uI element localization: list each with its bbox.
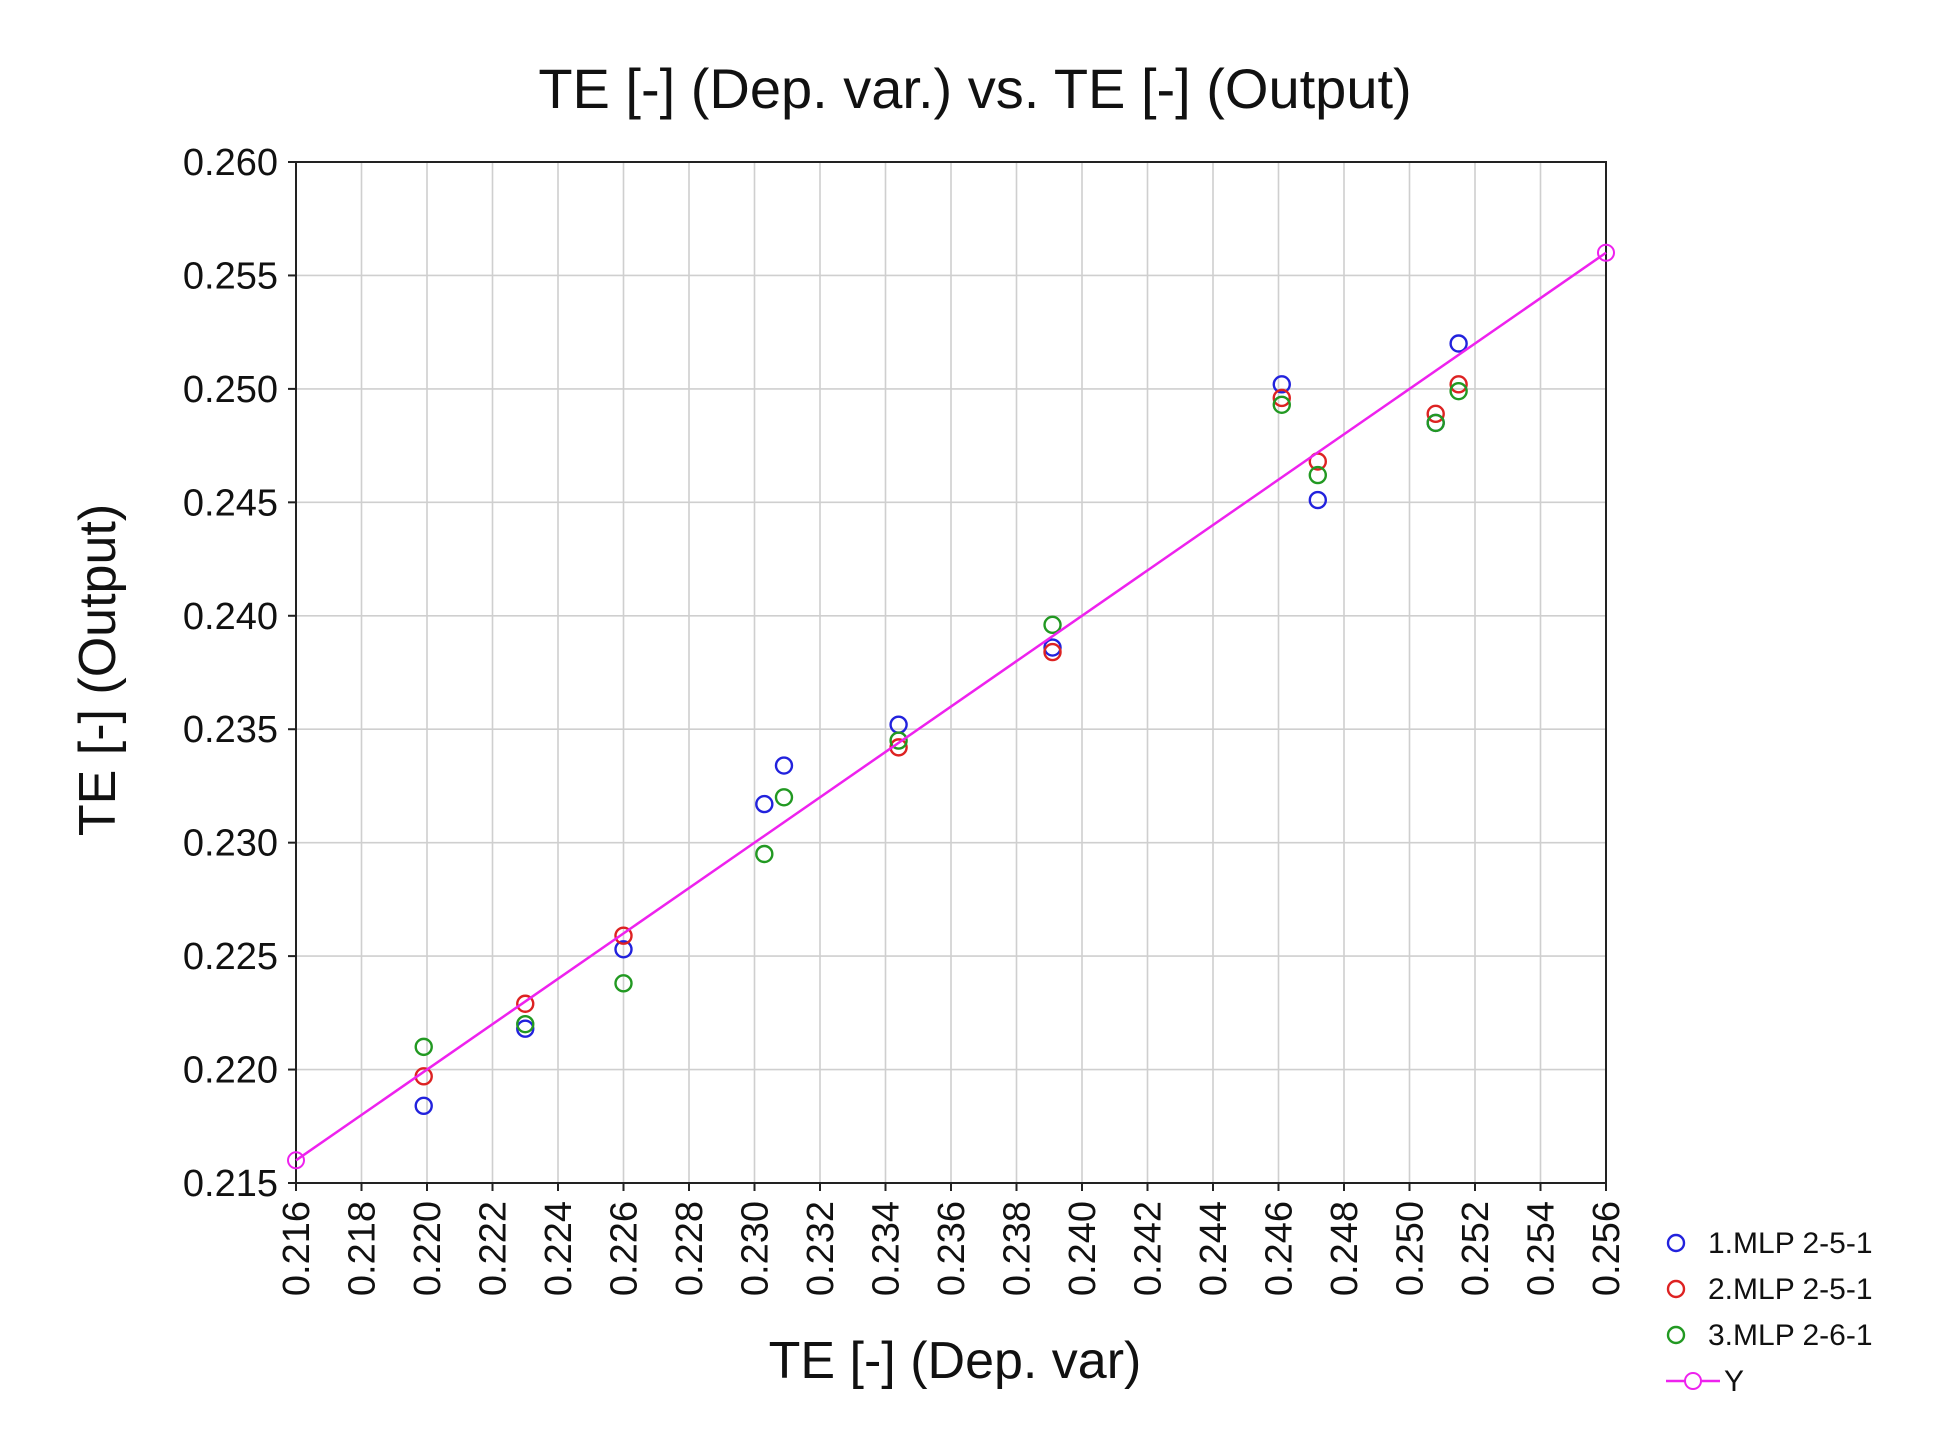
- data-point: [1043, 615, 1062, 635]
- x-tick-label: 0.222: [473, 1201, 515, 1296]
- x-tick-label: 0.248: [1324, 1201, 1366, 1296]
- fit-line: [295, 251, 1607, 1162]
- legend-swatch-marker: [1684, 1372, 1702, 1390]
- legend-item-3: 3.MLP 2-6-1: [1666, 1319, 1873, 1352]
- x-tick-label: 0.252: [1455, 1201, 1497, 1296]
- data-point: [1043, 642, 1062, 662]
- x-tick-label: 0.246: [1259, 1201, 1301, 1296]
- data-point: [414, 1037, 433, 1057]
- x-tick-label: 0.250: [1390, 1201, 1432, 1296]
- x-tick-label: 0.240: [1062, 1201, 1104, 1296]
- y-tick-label: 0.260: [183, 142, 278, 184]
- fit-line-endpoint: [1597, 243, 1615, 262]
- x-tick-label: 0.242: [1128, 1201, 1170, 1296]
- series-2: [414, 375, 1468, 1086]
- data-point: [774, 788, 794, 807]
- data-point: [1272, 388, 1291, 408]
- y-axis-title: TE [-] (Output): [69, 504, 127, 836]
- x-tick-label: 0.234: [866, 1201, 908, 1296]
- data-point: [1449, 381, 1468, 401]
- data-point: [414, 1096, 433, 1116]
- legend-label: 3.MLP 2-6-1: [1708, 1319, 1873, 1352]
- data-point: [614, 940, 633, 959]
- data-point: [889, 715, 908, 734]
- legend-swatch-marker: [1666, 1325, 1686, 1345]
- legend-swatch-marker: [1666, 1279, 1686, 1299]
- legend-item-2: 2.MLP 2-5-1: [1666, 1273, 1873, 1306]
- data-point: [1426, 404, 1445, 424]
- y-tick-label: 0.225: [183, 936, 278, 978]
- x-tick-label: 0.220: [407, 1201, 449, 1296]
- y-tick-label: 0.255: [183, 255, 278, 297]
- data-point: [1272, 395, 1291, 414]
- data-point: [614, 926, 633, 945]
- series-4: [287, 243, 1615, 1170]
- legend-item-4: Y: [1666, 1365, 1744, 1398]
- x-tick-label: 0.226: [604, 1201, 646, 1296]
- chart-title: TE [-] (Dep. var.) vs. TE [-] (Output): [538, 57, 1411, 120]
- data-point: [1449, 334, 1468, 353]
- series-3: [414, 381, 1468, 1057]
- y-tick-label: 0.250: [183, 369, 278, 411]
- data-point: [889, 731, 908, 750]
- data-point: [1308, 465, 1328, 485]
- x-tick-label: 0.230: [735, 1201, 777, 1296]
- y-tick-label: 0.230: [183, 823, 278, 865]
- legend: 1.MLP 2-5-1 2.MLP 2-5-1 3.MLP 2-6-1 Y: [1666, 1227, 1873, 1398]
- series-1: [414, 334, 1468, 1116]
- data-point: [1308, 490, 1328, 510]
- data-point: [516, 994, 535, 1013]
- data-point: [755, 844, 774, 864]
- x-tick-label: 0.218: [342, 1201, 384, 1296]
- y-tick-label: 0.215: [183, 1163, 278, 1205]
- x-tick-label: 0.232: [800, 1201, 842, 1296]
- legend-label: 2.MLP 2-5-1: [1708, 1273, 1873, 1306]
- data-series: [287, 243, 1615, 1170]
- legend-label: 1.MLP 2-5-1: [1708, 1227, 1873, 1260]
- x-tick-label: 0.244: [1193, 1201, 1235, 1296]
- data-point: [1426, 413, 1445, 433]
- x-tick-label: 0.256: [1586, 1201, 1628, 1296]
- data-point: [516, 1014, 535, 1034]
- x-tick-label: 0.238: [997, 1201, 1039, 1296]
- data-point: [614, 974, 633, 993]
- x-tick-label: 0.228: [669, 1201, 711, 1296]
- x-tick-label: 0.236: [931, 1201, 973, 1296]
- y-tick-label: 0.240: [183, 596, 278, 638]
- grid-lines: [295, 161, 1607, 1184]
- legend-swatch-marker: [1666, 1233, 1686, 1253]
- legend-label: Y: [1724, 1365, 1744, 1398]
- y-tick-label: 0.235: [183, 709, 278, 751]
- x-axis-title: TE [-] (Dep. var): [769, 1332, 1142, 1390]
- x-tick-label: 0.254: [1521, 1201, 1563, 1296]
- data-point: [774, 756, 794, 775]
- data-point: [1272, 375, 1291, 394]
- data-point: [755, 794, 774, 814]
- axis-ticks: 0.216 0.218 0.220 0.222 0.224 0.226 0.228 0.230…: [183, 142, 1628, 1296]
- y-tick-label: 0.220: [183, 1050, 278, 1092]
- data-point: [1449, 375, 1468, 394]
- legend-item-1: 1.MLP 2-5-1: [1666, 1227, 1873, 1260]
- x-tick-label: 0.224: [538, 1201, 580, 1296]
- fit-line-endpoint: [287, 1151, 305, 1170]
- y-tick-label: 0.245: [183, 482, 278, 524]
- x-tick-label: 0.216: [276, 1201, 318, 1296]
